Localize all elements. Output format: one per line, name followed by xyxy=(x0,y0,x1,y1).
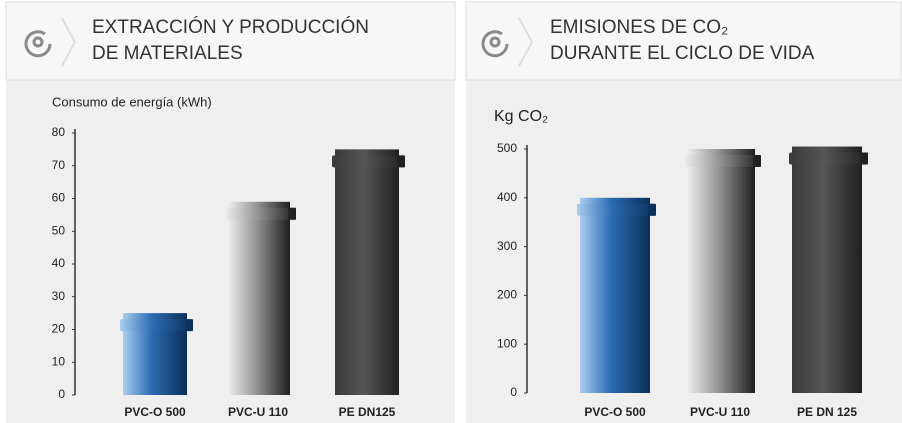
panel-header xyxy=(5,1,456,81)
x-tick-label: PE DN 125 xyxy=(797,405,857,419)
pipe-socket xyxy=(120,319,193,332)
pipe-socket-shade xyxy=(288,207,296,220)
x-tick-label: PVC-O 500 xyxy=(584,405,646,419)
y-tick-label: 50 xyxy=(52,223,66,237)
y-tick-label: 40 xyxy=(52,256,66,270)
pipe-socket-shade xyxy=(397,155,405,168)
bar xyxy=(580,197,650,393)
panel-header xyxy=(465,1,902,81)
y-tick-label: 0 xyxy=(510,385,517,399)
pipe-socket-shade xyxy=(860,152,868,165)
pipe-socket-shade xyxy=(753,155,761,167)
y-tick-label: 30 xyxy=(52,289,66,303)
y-tick-label: 0 xyxy=(58,387,65,401)
x-tick-label: PVC-U 110 xyxy=(690,405,750,419)
y-tick-label: 20 xyxy=(52,322,66,336)
chart-title: DE MATERIALES xyxy=(92,43,243,64)
bar xyxy=(226,201,290,395)
y-tick-label: 70 xyxy=(52,158,66,172)
pipe-socket xyxy=(223,207,296,220)
chart-title: EXTRACCIÓN Y PRODUCCIÓN xyxy=(92,16,369,38)
y-tick-label: 100 xyxy=(497,336,517,350)
y-tick-label: 200 xyxy=(497,288,517,302)
y-tick-label: 80 xyxy=(52,125,66,139)
y-tick-label: 400 xyxy=(497,190,517,204)
pipe-socket xyxy=(682,155,761,167)
y-axis-label: Kg CO₂ xyxy=(494,108,548,125)
icon xyxy=(24,17,77,67)
bar xyxy=(792,146,862,393)
y-tick-label: 10 xyxy=(52,354,66,368)
icon xyxy=(481,17,534,67)
pipe-socket xyxy=(789,152,868,165)
y-tick-label: 500 xyxy=(497,141,517,155)
bar xyxy=(685,149,755,393)
pipe-socket-shade xyxy=(185,319,193,332)
pipe-socket xyxy=(577,203,656,216)
y-tick-label: 300 xyxy=(497,239,517,253)
y-axis-label: Consumo de energía (kWh) xyxy=(52,94,212,109)
x-tick-label: PE DN125 xyxy=(339,405,396,419)
pipe-socket xyxy=(332,155,405,168)
bar xyxy=(335,149,399,395)
x-tick-label: PVC-U 110 xyxy=(228,405,288,419)
chart-title: DURANTE EL CICLO DE VIDA xyxy=(550,43,815,64)
pipe-socket-shade xyxy=(648,203,656,216)
chart-title: EMISIONES DE CO₂ xyxy=(550,17,728,38)
x-tick-label: PVC-O 500 xyxy=(124,405,186,419)
y-tick-label: 60 xyxy=(52,191,66,205)
